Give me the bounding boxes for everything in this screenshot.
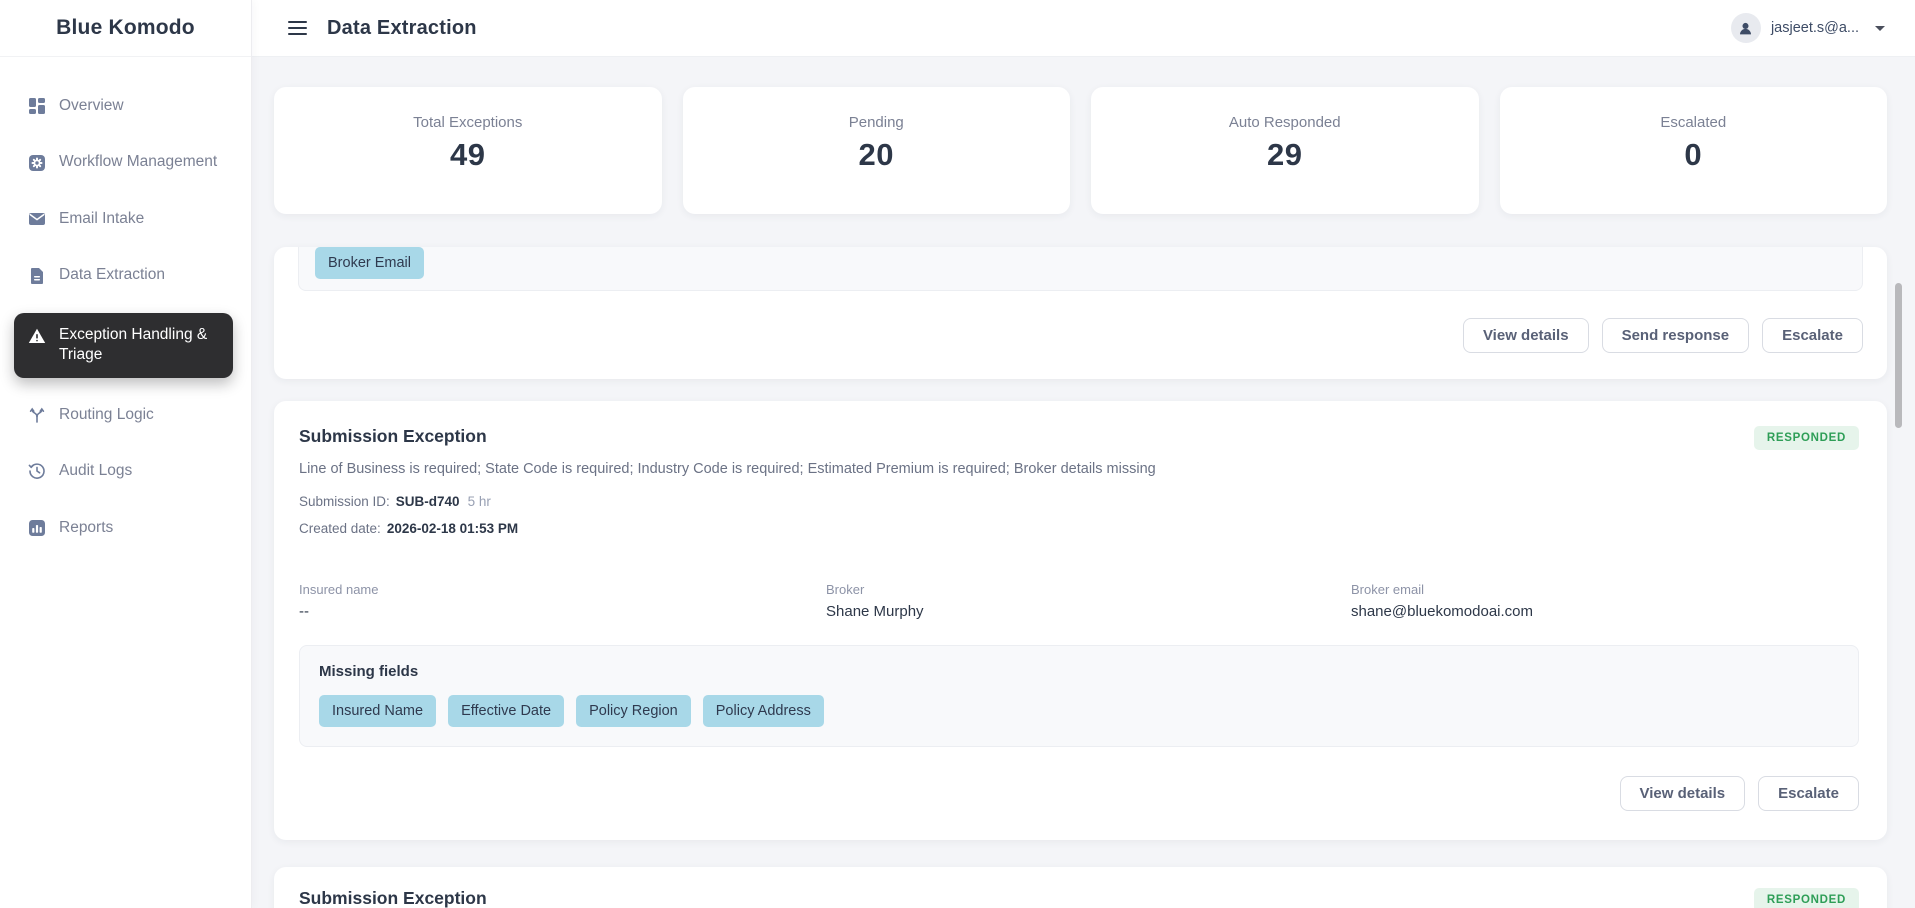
stat-value: 29 bbox=[1267, 137, 1303, 172]
sidebar-item-reports[interactable]: Reports bbox=[14, 509, 233, 547]
person-icon bbox=[1740, 22, 1752, 34]
stat-card-total-exceptions: Total Exceptions 49 bbox=[274, 87, 662, 214]
sidebar: Blue Komodo Overview Workflow Management… bbox=[0, 0, 252, 908]
field-label: Broker email bbox=[1351, 582, 1424, 597]
sidebar-item-label: Routing Logic bbox=[59, 405, 154, 423]
history-clock-icon bbox=[28, 462, 46, 480]
user-email: jasjeet.s@a... bbox=[1770, 20, 1859, 36]
sidebar-item-label: Email Intake bbox=[59, 209, 145, 227]
missing-fields-title: Missing fields bbox=[319, 663, 419, 680]
sidebar-item-label: Audit Logs bbox=[59, 462, 133, 480]
stat-value: 20 bbox=[858, 137, 894, 172]
missing-fields-panel-clipped: Broker Email bbox=[298, 247, 1863, 291]
created-date-value: 2026-02-18 01:53 PM bbox=[386, 521, 519, 536]
sidebar-item-label: Reports bbox=[59, 518, 114, 536]
top-bar: Data Extraction jasjeet.s@a... bbox=[252, 0, 1915, 57]
field-label: Insured name bbox=[299, 582, 379, 597]
view-details-button[interactable]: View details bbox=[1462, 318, 1589, 353]
fields-row: Insured name -- Broker Shane Murphy Brok… bbox=[299, 582, 1859, 620]
missing-field-chip: Policy Address bbox=[702, 695, 824, 727]
created-date-label: Created date: bbox=[299, 521, 381, 536]
stat-value: 49 bbox=[450, 137, 486, 172]
missing-field-chip: Broker Email bbox=[315, 247, 424, 279]
content-area: Total Exceptions 49 Pending 20 Auto Resp… bbox=[252, 57, 1915, 908]
card-header: Submission Exception RESPONDED bbox=[299, 426, 1859, 450]
sidebar-nav: Overview Workflow Management Email Intak… bbox=[0, 57, 251, 547]
stats-row: Total Exceptions 49 Pending 20 Auto Resp… bbox=[274, 87, 1887, 214]
dashboard-icon bbox=[28, 97, 46, 115]
stat-label: Total Exceptions bbox=[413, 114, 523, 131]
missing-field-chip: Insured Name bbox=[319, 695, 437, 727]
field-broker-email: Broker email shane@bluekomodoai.com bbox=[1351, 582, 1859, 620]
card-title: Submission Exception bbox=[299, 426, 487, 446]
stat-label: Pending bbox=[848, 114, 904, 131]
sidebar-item-label: Data Extraction bbox=[59, 266, 165, 284]
sidebar-item-label: Exception Handling & Triage bbox=[59, 325, 208, 364]
exception-description: Line of Business is required; State Code… bbox=[299, 461, 1156, 477]
document-icon bbox=[28, 267, 46, 285]
sidebar-item-workflow-management[interactable]: Workflow Management bbox=[14, 143, 233, 181]
status-badge: RESPONDED bbox=[1753, 426, 1859, 450]
gear-icon bbox=[28, 154, 46, 172]
sidebar-item-email-intake[interactable]: Email Intake bbox=[14, 200, 233, 238]
stat-card-pending: Pending 20 bbox=[682, 87, 1070, 214]
missing-fields-chips: Insured Name Effective Date Policy Regio… bbox=[319, 695, 1839, 727]
main-area: Data Extraction jasjeet.s@a... Total Exc… bbox=[252, 0, 1915, 908]
stat-label: Auto Responded bbox=[1228, 114, 1341, 131]
exception-card-next: Submission Exception RESPONDED bbox=[274, 867, 1887, 908]
submission-id-value: SUB-d740 bbox=[395, 494, 460, 509]
stat-label: Escalated bbox=[1660, 114, 1727, 131]
escalate-button[interactable]: Escalate bbox=[1762, 318, 1863, 353]
sidebar-item-label: Workflow Management bbox=[59, 153, 218, 171]
exception-card-partial: Broker Email View details Send response … bbox=[274, 247, 1887, 379]
card-actions: View details Send response Escalate bbox=[298, 318, 1863, 353]
sidebar-item-audit-logs[interactable]: Audit Logs bbox=[14, 452, 233, 490]
submission-id-label: Submission ID: bbox=[299, 494, 390, 509]
sidebar-item-label: Overview bbox=[59, 97, 124, 114]
sidebar-item-data-extraction[interactable]: Data Extraction bbox=[14, 256, 233, 294]
field-value: shane@bluekomodoai.com bbox=[1351, 603, 1533, 620]
card-actions: View details Escalate bbox=[299, 776, 1859, 811]
missing-field-chip: Effective Date bbox=[448, 695, 565, 727]
avatar bbox=[1730, 13, 1761, 43]
branch-icon bbox=[28, 406, 46, 424]
send-response-button[interactable]: Send response bbox=[1601, 318, 1750, 353]
hamburger-menu-icon[interactable] bbox=[286, 17, 309, 40]
card-title: Submission Exception bbox=[299, 888, 487, 908]
view-details-button[interactable]: View details bbox=[1619, 776, 1746, 811]
chevron-down-icon bbox=[1875, 25, 1885, 31]
brand-logo: Blue Komodo bbox=[0, 0, 251, 57]
envelope-icon bbox=[28, 210, 46, 228]
field-broker: Broker Shane Murphy bbox=[826, 582, 1351, 620]
submission-id-row: Submission ID: SUB-d740 5 hr bbox=[299, 494, 1859, 509]
warning-triangle-icon bbox=[28, 327, 46, 345]
stat-value: 0 bbox=[1684, 137, 1703, 172]
exception-card: Submission Exception RESPONDED Line of B… bbox=[274, 401, 1887, 840]
field-label: Broker bbox=[826, 582, 865, 597]
submission-age: 5 hr bbox=[467, 494, 491, 509]
sidebar-item-exception-handling[interactable]: Exception Handling & Triage bbox=[14, 312, 233, 378]
sidebar-item-routing-logic[interactable]: Routing Logic bbox=[14, 396, 233, 434]
field-value: Shane Murphy bbox=[826, 603, 924, 620]
scrollbar-thumb[interactable] bbox=[1895, 283, 1902, 428]
created-date-row: Created date: 2026-02-18 01:53 PM bbox=[299, 521, 1859, 536]
user-menu[interactable]: jasjeet.s@a... bbox=[1730, 13, 1885, 43]
page-title: Data Extraction bbox=[327, 16, 477, 39]
status-badge: RESPONDED bbox=[1753, 888, 1859, 908]
missing-fields-panel: Missing fields Insured Name Effective Da… bbox=[299, 645, 1859, 747]
field-value: -- bbox=[299, 603, 309, 620]
sidebar-item-overview[interactable]: Overview bbox=[14, 87, 233, 125]
missing-field-chip: Policy Region bbox=[576, 695, 691, 727]
bar-chart-icon bbox=[28, 519, 46, 537]
card-header: Submission Exception RESPONDED bbox=[299, 888, 1859, 908]
escalate-button[interactable]: Escalate bbox=[1758, 776, 1859, 811]
stat-card-escalated: Escalated 0 bbox=[1499, 87, 1887, 214]
field-insured-name: Insured name -- bbox=[299, 582, 826, 620]
stat-card-auto-responded: Auto Responded 29 bbox=[1091, 87, 1479, 214]
